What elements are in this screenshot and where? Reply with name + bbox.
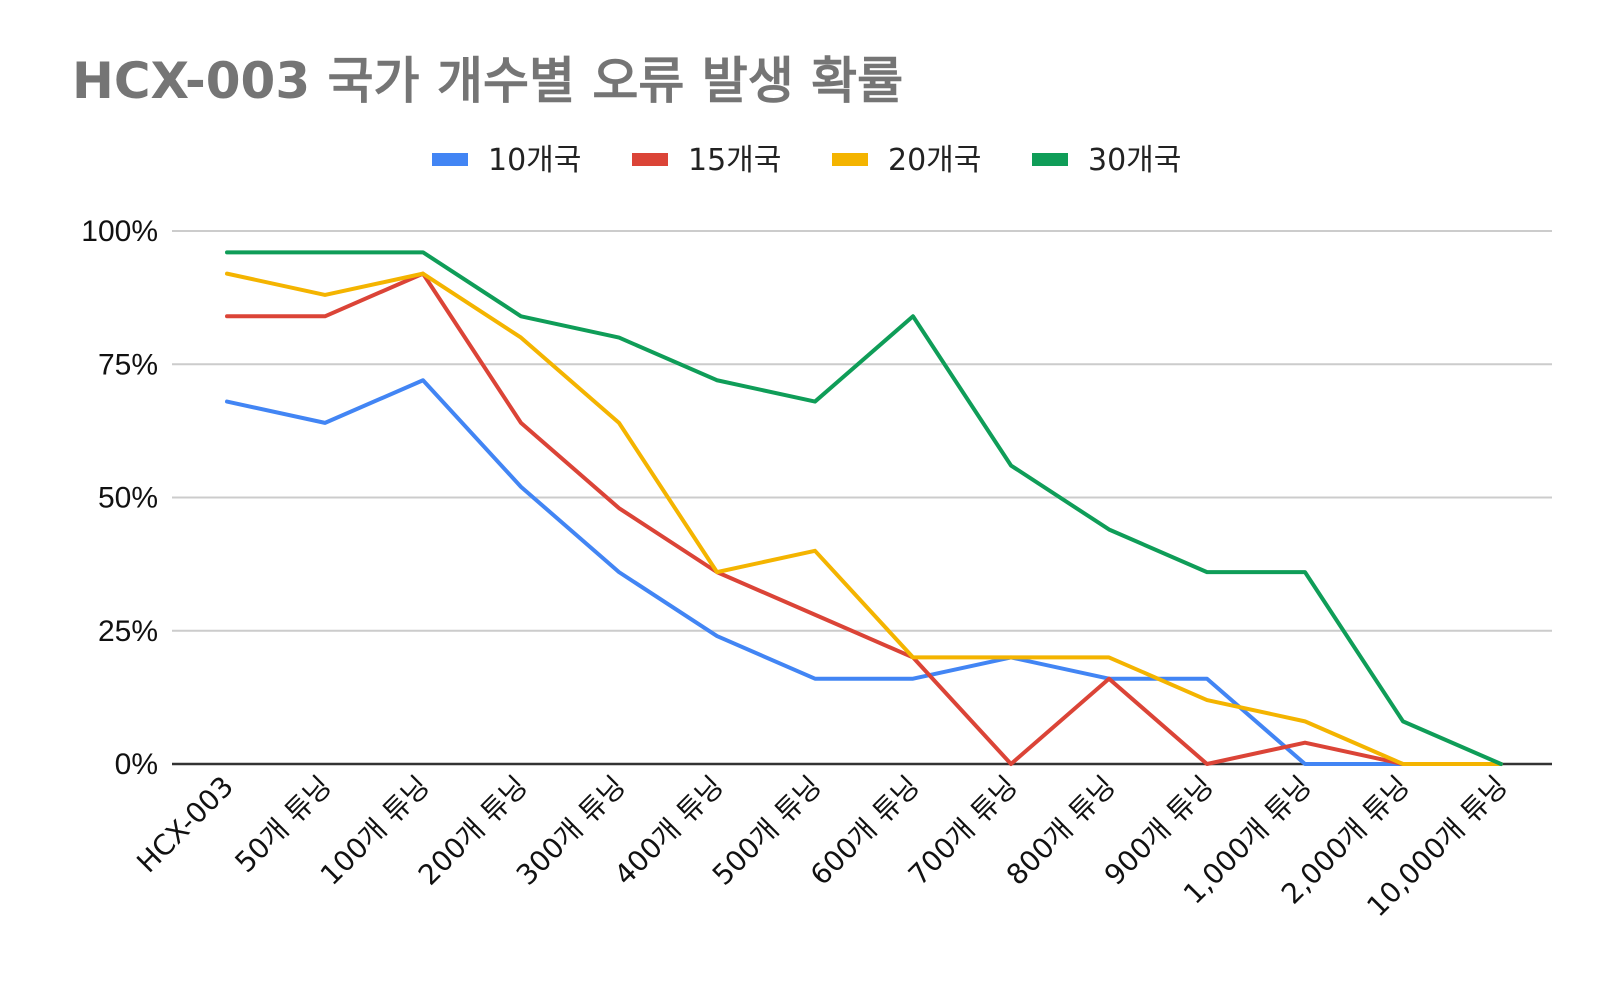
- x-tick-label: HCX-003: [130, 770, 240, 880]
- legend-swatch: [432, 153, 468, 166]
- series-line: [225, 271, 1503, 766]
- legend-label: 20개국: [888, 143, 981, 178]
- legend-label: 30개국: [1088, 143, 1181, 178]
- series-line: [225, 378, 1503, 766]
- chart-title: HCX-003 국가 개수별 오류 발생 확률: [72, 52, 903, 110]
- legend: 10개국 15개국 20개국 30개국: [432, 143, 1181, 178]
- series-line: [225, 271, 1503, 766]
- y-tick-label: 50%: [98, 482, 158, 515]
- y-tick-label: 75%: [98, 348, 158, 381]
- series-line: [225, 250, 1503, 766]
- gridlines: [172, 230, 1552, 766]
- series-lines: [225, 250, 1503, 766]
- legend-swatch: [1032, 153, 1068, 166]
- legend-label: 15개국: [688, 143, 781, 178]
- legend-swatch: [632, 153, 668, 166]
- y-tick-label: 25%: [98, 615, 158, 648]
- y-axis-tick-labels: 0% 25% 50% 75% 100%: [81, 215, 158, 781]
- y-tick-label: 100%: [81, 215, 158, 248]
- legend-label: 10개국: [488, 143, 581, 178]
- legend-swatch: [832, 153, 868, 166]
- y-tick-label: 0%: [115, 748, 158, 781]
